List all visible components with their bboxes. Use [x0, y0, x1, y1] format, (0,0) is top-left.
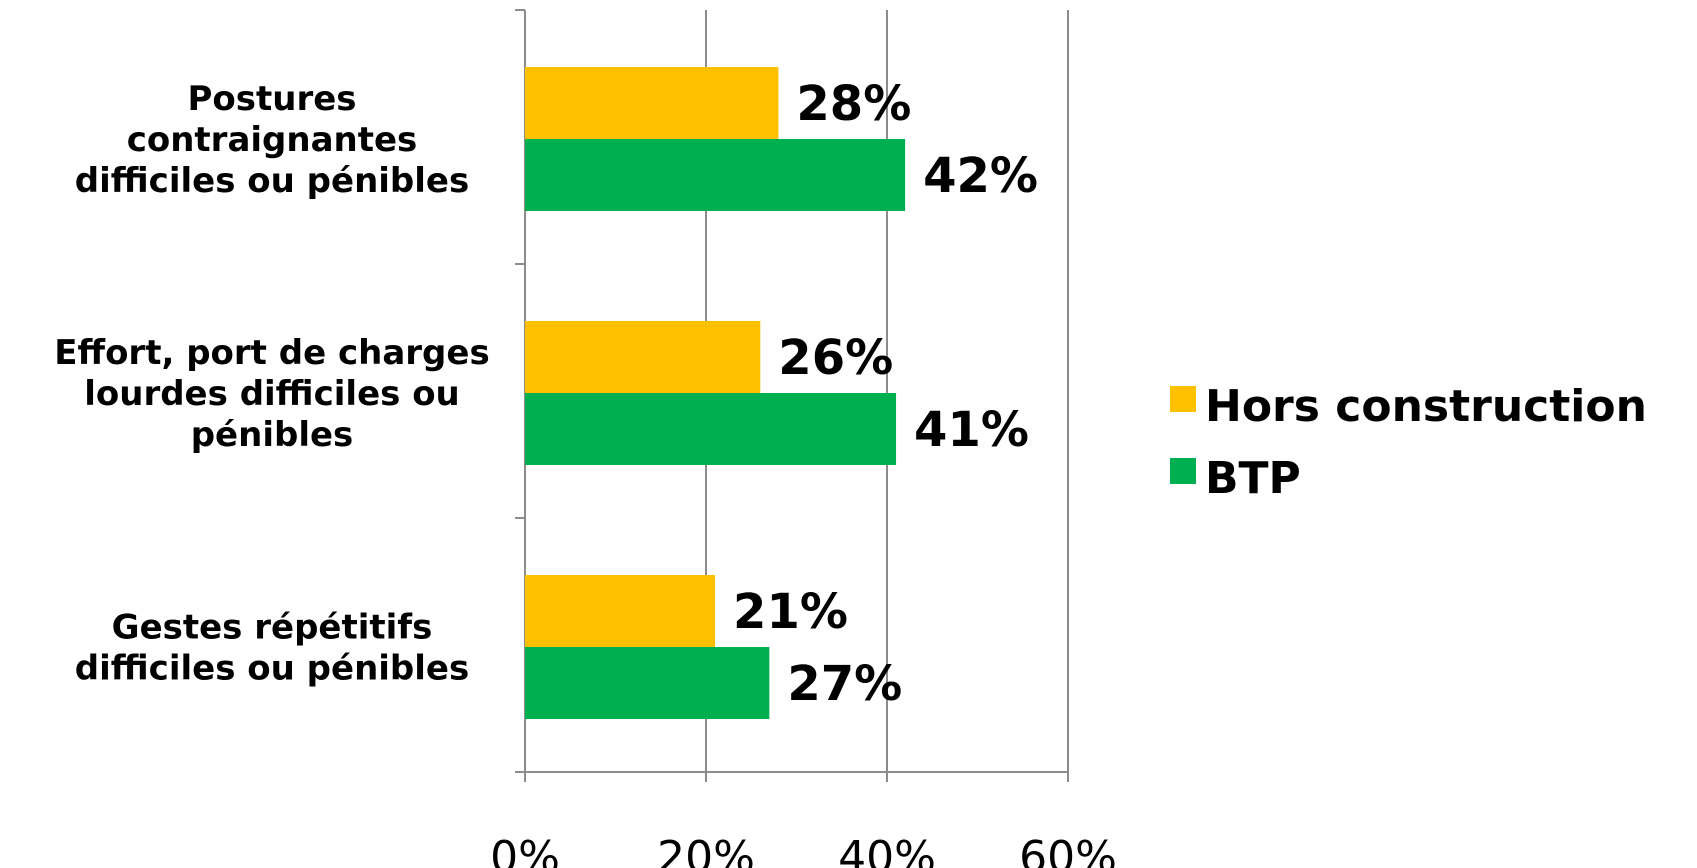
value-label: 28% [796, 76, 911, 132]
bar-hors-construction-2 [525, 575, 715, 647]
category-label: Effort, port de charges lourdes difficile… [54, 333, 489, 455]
bar-btp-0 [525, 139, 905, 211]
x-tick-labels: 0% 20% 40% 60% [490, 832, 1117, 868]
value-label: 27% [787, 656, 902, 712]
x-tick-label: 0% [490, 832, 560, 868]
legend-label: BTP [1205, 453, 1301, 504]
legend-swatch-hors-construction [1170, 386, 1196, 412]
bar-btp-2 [525, 647, 769, 719]
bar-hors-construction-1 [525, 321, 760, 393]
x-tick-label: 20% [657, 832, 755, 868]
legend-label: Hors construction [1205, 381, 1647, 432]
bar-btp-1 [525, 393, 896, 465]
bar-hors-construction-0 [525, 67, 778, 139]
category-labels: Postures contraignantes difficiles ou péni… [54, 79, 489, 689]
category-label: Postures contraignantes difficiles ou péni… [75, 79, 469, 201]
x-tick-label: 40% [838, 832, 936, 868]
legend-swatch-btp [1170, 458, 1196, 484]
x-tick-label: 60% [1019, 832, 1117, 868]
category-label: Gestes répétitifs difficiles ou pénibles [75, 608, 469, 689]
legend: Hors construction BTP [1170, 381, 1647, 504]
bars [525, 67, 905, 719]
value-label: 26% [778, 330, 893, 386]
value-label: 41% [914, 402, 1029, 458]
value-label: 21% [733, 584, 848, 640]
value-label: 42% [923, 148, 1038, 204]
